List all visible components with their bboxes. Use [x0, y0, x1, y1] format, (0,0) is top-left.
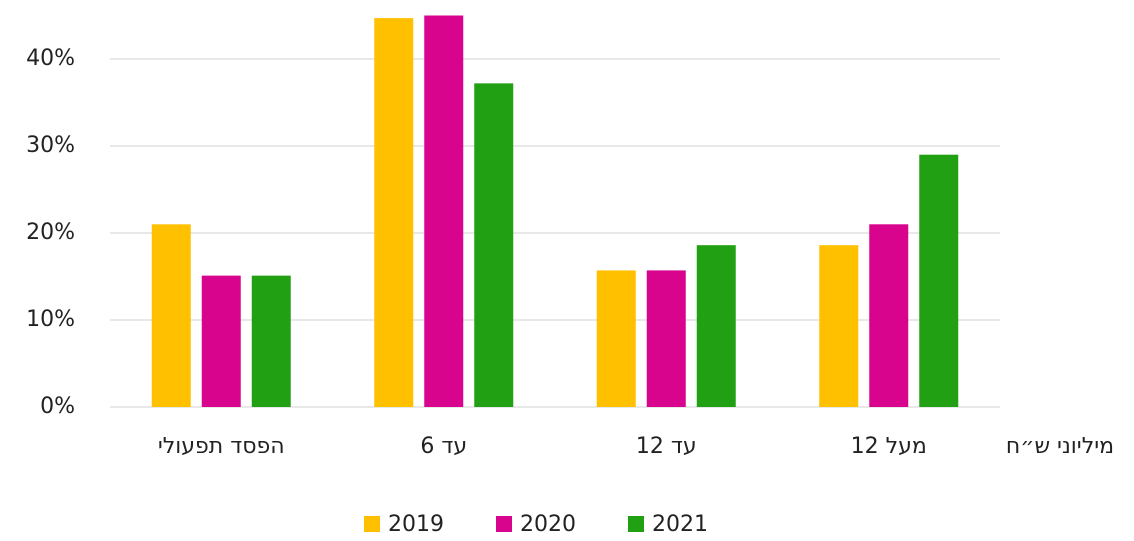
x-axis-label: מיליוני ש״ח: [1006, 434, 1114, 459]
bar: [374, 18, 414, 408]
legend-swatch: [364, 516, 380, 532]
bar: [474, 83, 514, 408]
bar: [819, 245, 859, 407]
bar: [251, 275, 291, 407]
bar: [151, 224, 191, 407]
legend-swatch: [496, 516, 512, 532]
bar: [919, 154, 959, 407]
legend-label: 2021: [652, 512, 708, 537]
legend-label: 2019: [388, 512, 444, 537]
bar: [646, 270, 686, 407]
y-tick-label: 40%: [26, 46, 75, 71]
legend-swatch: [628, 516, 644, 532]
bar: [869, 224, 909, 407]
y-tick-label: 0%: [40, 394, 75, 419]
y-tick-label: 30%: [26, 133, 75, 158]
y-tick-label: 20%: [26, 220, 75, 245]
x-tick-label: הפסד תפעולי: [158, 434, 285, 459]
bar: [696, 245, 736, 407]
x-tick-label: מעל 12: [851, 434, 927, 459]
bar: [424, 15, 464, 407]
y-tick-label: 10%: [26, 307, 75, 332]
legend-label: 2020: [520, 512, 576, 537]
bar: [201, 275, 241, 407]
bar: [596, 270, 636, 407]
x-tick-label: עד 6: [420, 434, 467, 459]
x-tick-label: עד 12: [636, 434, 697, 459]
